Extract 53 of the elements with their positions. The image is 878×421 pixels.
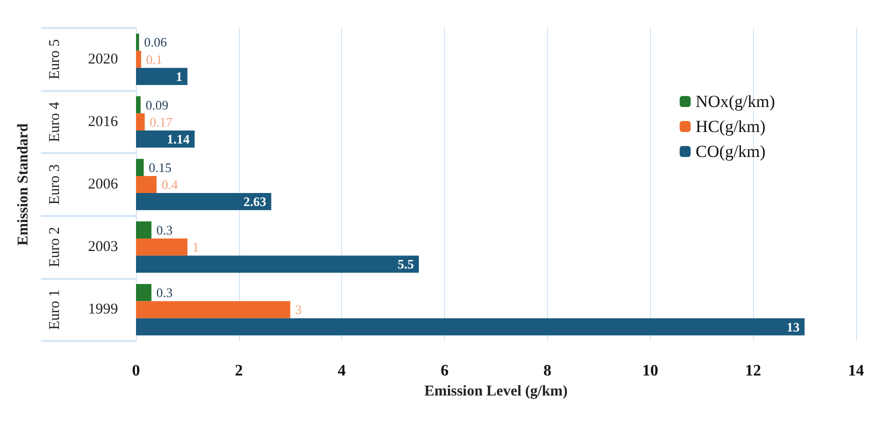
- legend-label: HC(g/km): [696, 117, 766, 136]
- bar: [136, 158, 144, 176]
- y-axis-title: Emission Standard: [16, 122, 32, 246]
- data-label: 13: [786, 319, 800, 334]
- x-tick-label: 14: [848, 362, 864, 380]
- text: Euro 5: [47, 39, 63, 80]
- data-label: 0.3: [156, 285, 173, 300]
- y-tick-label: 2020: [88, 51, 118, 68]
- bar: [136, 113, 145, 130]
- bar: [136, 318, 805, 336]
- bar: [136, 50, 142, 68]
- legend-label: NOx(g/km): [696, 92, 776, 111]
- bar: [136, 221, 152, 239]
- data-label: 0.06: [144, 34, 168, 50]
- bar: [136, 238, 188, 256]
- x-tick-label: 8: [543, 362, 552, 380]
- text: Euro 1: [47, 289, 63, 330]
- data-label: 0.09: [146, 97, 168, 112]
- y-tick-label: 1999: [88, 302, 118, 318]
- bar: [136, 96, 141, 114]
- bar: [136, 301, 290, 318]
- bar: [136, 256, 419, 273]
- data-label: 5.5: [398, 256, 414, 272]
- bar: [136, 34, 140, 51]
- x-tick-label: 12: [745, 362, 762, 380]
- data-label: 2.63: [244, 194, 267, 210]
- bar: [136, 284, 152, 302]
- data-label: 0.1: [146, 52, 162, 67]
- text: Euro 4: [47, 101, 63, 142]
- text: Euro 2: [47, 226, 63, 268]
- bar: [136, 130, 195, 148]
- data-label: 1: [176, 68, 182, 84]
- data-label: 0.3: [156, 222, 173, 238]
- x-tick-label: 4: [338, 362, 346, 380]
- data-label: 0.4: [162, 177, 178, 192]
- x-tick-label: 0: [132, 362, 140, 380]
- y-tick-label: 2016: [88, 114, 118, 130]
- x-tick-label: 10: [642, 362, 658, 380]
- bar: [136, 193, 272, 210]
- y-tick-label: 2006: [88, 176, 118, 192]
- data-label: 1.14: [166, 132, 190, 147]
- x-tick-label: 6: [440, 362, 449, 380]
- legend-label: CO(g/km): [696, 142, 766, 161]
- data-label: 3: [295, 302, 302, 318]
- bar: [136, 176, 157, 194]
- data-label: 0.15: [148, 160, 172, 175]
- data-label: 0.17: [150, 114, 173, 130]
- x-axis-title: Emission Level (g/km): [424, 383, 568, 400]
- data-label: 1: [192, 240, 199, 255]
- x-tick-label: 2: [234, 362, 243, 380]
- y-tick-label: 2003: [88, 239, 118, 256]
- text: Euro 3: [47, 164, 63, 205]
- bar: [136, 68, 188, 85]
